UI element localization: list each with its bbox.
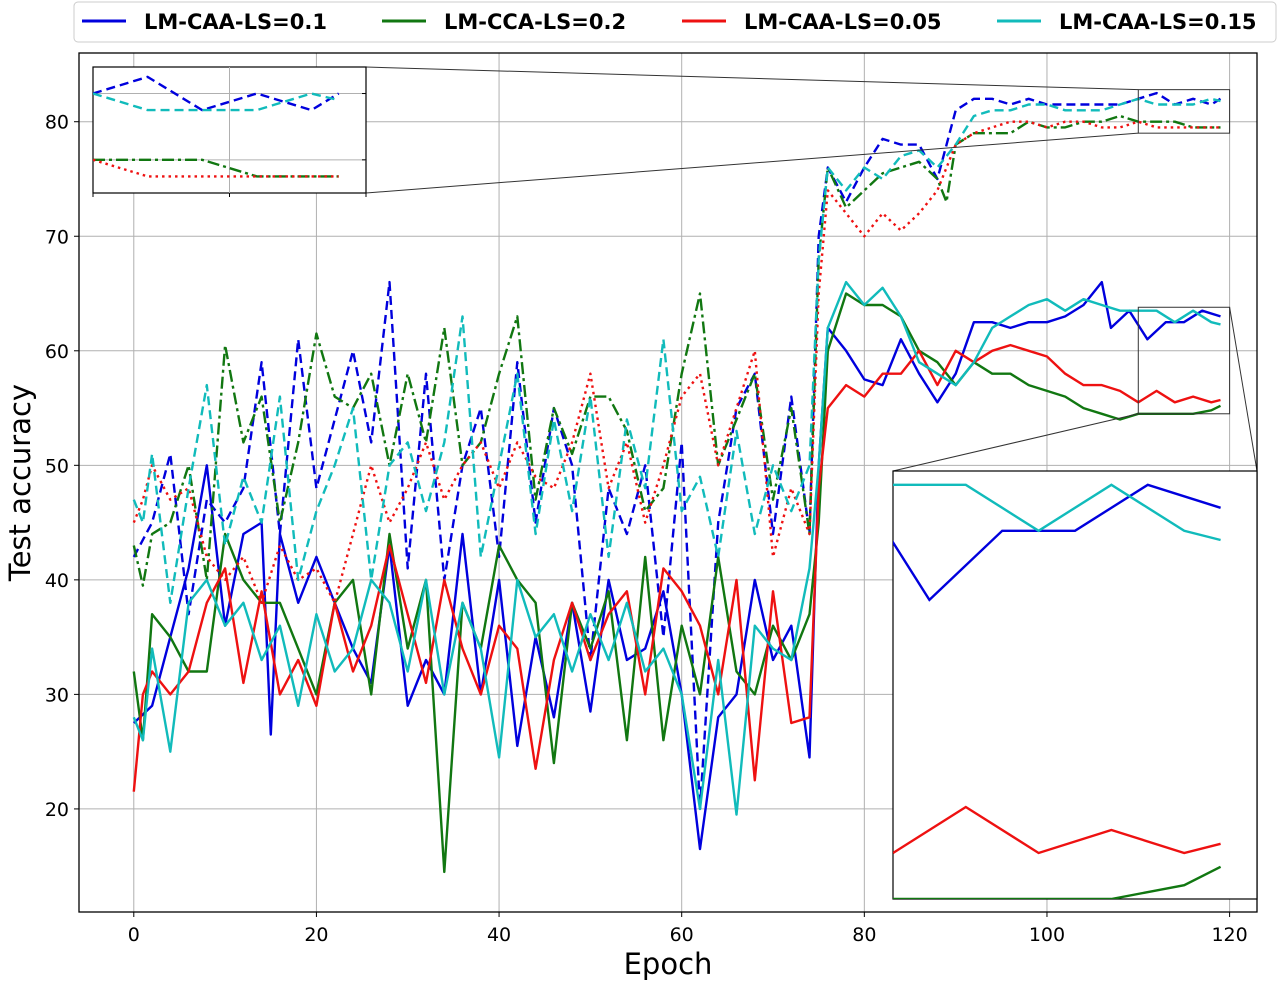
inset-zoom-top bbox=[92, 66, 367, 197]
series-line-cyan_solid bbox=[132, 280, 1221, 816]
inset-line-green_dashdot bbox=[93, 158, 339, 178]
inset-line-cyan_dashed bbox=[93, 92, 339, 112]
axis-ticks: 0 20 40 60 80 100 120 20 30 40 50 60 70 80 bbox=[45, 112, 1248, 946]
y-axis-title: Test accuracy bbox=[3, 384, 37, 582]
y-tick-label: 50 bbox=[45, 455, 69, 477]
y-tick-label: 80 bbox=[45, 112, 69, 134]
series-line-cyan_dashed bbox=[132, 97, 1221, 604]
x-tick-label: 60 bbox=[670, 924, 694, 946]
inset-line-green_solid bbox=[893, 865, 1222, 899]
x-tick-label: 40 bbox=[487, 924, 511, 946]
inset-line-cyan_solid bbox=[893, 483, 1221, 542]
inset-line-blue_dashed bbox=[93, 75, 340, 112]
inset-series bbox=[893, 483, 1222, 899]
zoom-connector-line bbox=[365, 132, 1139, 194]
zoom-connector-line bbox=[365, 66, 1139, 91]
x-tick-label: 100 bbox=[1029, 924, 1065, 946]
x-tick-label: 0 bbox=[128, 924, 140, 946]
inset-frame bbox=[892, 470, 1258, 900]
y-tick-label: 20 bbox=[45, 799, 69, 821]
y-tick-label: 30 bbox=[45, 684, 69, 706]
inset-series bbox=[93, 75, 340, 178]
inset-zoom-bottom bbox=[892, 470, 1258, 900]
series-lines bbox=[132, 91, 1222, 874]
zoom-region-box bbox=[1137, 306, 1231, 415]
inset-line-red_dotted bbox=[93, 158, 339, 178]
zoom-region-box bbox=[1137, 89, 1231, 134]
legend-label: LM-CAA-LS=0.05 bbox=[744, 10, 942, 34]
legend: LM-CAA-LS=0.1 LM-CCA-LS=0.2 LM-CAA-LS=0.05… bbox=[73, 1, 1277, 43]
legend-label: LM-CAA-LS=0.1 bbox=[144, 10, 327, 34]
zoom-connector-line bbox=[1229, 307, 1258, 472]
legend-box bbox=[73, 1, 1277, 43]
x-tick-label: 120 bbox=[1211, 924, 1247, 946]
x-tick-label: 80 bbox=[852, 924, 876, 946]
series-line-green_solid bbox=[132, 292, 1222, 874]
y-tick-label: 70 bbox=[45, 226, 69, 248]
y-tick-label: 40 bbox=[45, 570, 69, 592]
inset-line-red_solid bbox=[893, 805, 1221, 855]
y-tick-label: 60 bbox=[45, 341, 69, 363]
x-axis-title: Epoch bbox=[624, 947, 713, 981]
legend-label: LM-CAA-LS=0.15 bbox=[1059, 10, 1257, 34]
legend-label: LM-CCA-LS=0.2 bbox=[444, 10, 626, 34]
x-tick-label: 20 bbox=[304, 924, 328, 946]
zoom-connector-line bbox=[892, 413, 1139, 472]
zoom-indicators bbox=[365, 66, 1258, 472]
